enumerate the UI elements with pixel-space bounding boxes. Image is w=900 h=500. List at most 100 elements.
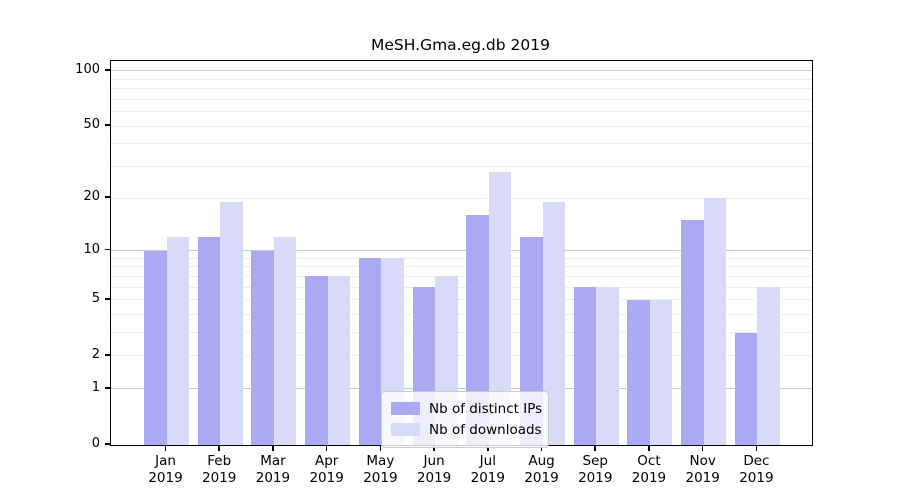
xtick-label-jul: Jul 2019 bbox=[456, 453, 520, 487]
legend-swatch-downloads bbox=[391, 423, 420, 436]
bar-nb-of-downloads-jul bbox=[488, 172, 512, 445]
gridline-minor-20 bbox=[111, 197, 812, 199]
ytick-mark-20 bbox=[105, 196, 110, 198]
ytick-label-20: 20 bbox=[83, 189, 100, 205]
ytick-mark-100 bbox=[105, 69, 110, 71]
xtick-label-feb: Feb 2019 bbox=[187, 453, 251, 487]
bar-nb-of-distinct-ips-jan bbox=[144, 250, 167, 445]
bar-nb-of-distinct-ips-sep bbox=[573, 287, 597, 445]
xtick-mark-sep bbox=[594, 445, 597, 451]
bar-nb-of-distinct-ips-nov bbox=[681, 220, 704, 445]
ytick-mark-50 bbox=[105, 124, 110, 126]
gridline-minor-2 bbox=[111, 355, 812, 357]
xtick-month: Nov bbox=[689, 453, 716, 469]
xtick-label-mar: Mar 2019 bbox=[241, 453, 305, 487]
gridline-minor-6 bbox=[111, 286, 812, 288]
bar-nb-of-distinct-ips-may bbox=[358, 258, 382, 445]
gridline-minor-60 bbox=[111, 111, 812, 113]
ytick-mark-2 bbox=[105, 354, 110, 356]
ytick-label-1: 1 bbox=[91, 379, 100, 395]
legend-label-downloads: Nb of downloads bbox=[429, 421, 542, 438]
gridline-major-100 bbox=[111, 70, 812, 72]
xtick-label-sep: Sep 2019 bbox=[563, 453, 627, 487]
legend-swatch-distinct-ips bbox=[391, 402, 420, 415]
xtick-mark-jul bbox=[487, 445, 489, 451]
gridline-minor-8 bbox=[111, 266, 812, 268]
xtick-year: 2019 bbox=[363, 470, 398, 486]
legend-item-downloads: Nb of downloads bbox=[391, 419, 542, 440]
xtick-month: Jun bbox=[423, 453, 445, 469]
gridline-minor-80 bbox=[111, 88, 812, 90]
legend-label-distinct-ips: Nb of distinct IPs bbox=[429, 400, 543, 417]
bar-nb-of-downloads-aug bbox=[542, 202, 566, 445]
ytick-mark-0 bbox=[105, 443, 110, 445]
xtick-month: Apr bbox=[314, 453, 339, 469]
xtick-month: Mar bbox=[260, 453, 286, 469]
xtick-year: 2019 bbox=[416, 470, 452, 486]
xtick-mark-mar bbox=[272, 445, 274, 451]
xtick-label-may: May 2019 bbox=[348, 453, 412, 487]
gridline-minor-4 bbox=[111, 314, 812, 315]
xtick-label-apr: Apr 2019 bbox=[295, 453, 359, 487]
xtick-month: May bbox=[366, 453, 395, 469]
bar-nb-of-downloads-feb bbox=[220, 202, 243, 445]
ytick-mark-10 bbox=[105, 248, 110, 251]
ytick-label-50: 50 bbox=[83, 117, 100, 133]
xtick-year: 2019 bbox=[578, 470, 613, 486]
xtick-mark-oct bbox=[648, 445, 650, 451]
gridline-minor-9 bbox=[111, 257, 812, 259]
xtick-year: 2019 bbox=[631, 470, 667, 486]
xtick-mark-apr bbox=[325, 445, 328, 451]
gridline-major-1 bbox=[111, 388, 812, 390]
xtick-year: 2019 bbox=[202, 470, 237, 486]
bar-nb-of-distinct-ips-oct bbox=[627, 299, 650, 445]
bar-nb-of-distinct-ips-apr bbox=[305, 276, 328, 445]
xtick-month: Dec bbox=[743, 453, 770, 469]
xtick-label-oct: Oct 2019 bbox=[617, 453, 681, 487]
gridline-major-10 bbox=[111, 250, 812, 252]
legend: Nb of distinct IPs Nb of downloads bbox=[381, 391, 549, 448]
xtick-label-aug: Aug 2019 bbox=[510, 453, 574, 487]
xtick-label-jun: Jun 2019 bbox=[402, 453, 466, 487]
bar-nb-of-downloads-oct bbox=[649, 299, 673, 445]
xtick-month: Aug bbox=[528, 453, 555, 469]
xtick-year: 2019 bbox=[685, 470, 720, 486]
bar-nb-of-downloads-dec bbox=[757, 287, 780, 445]
xtick-mark-dec bbox=[755, 445, 758, 451]
ytick-mark-1 bbox=[105, 387, 110, 389]
xtick-month: Feb bbox=[207, 453, 232, 469]
bar-nb-of-distinct-ips-feb bbox=[197, 237, 221, 445]
ytick-label-100: 100 bbox=[75, 61, 100, 77]
xtick-year: 2019 bbox=[148, 470, 183, 486]
xtick-label-jan: Jan 2019 bbox=[134, 453, 198, 487]
gridline-minor-5 bbox=[111, 299, 812, 301]
ytick-mark-5 bbox=[105, 297, 110, 300]
xtick-year: 2019 bbox=[309, 470, 344, 486]
xtick-year: 2019 bbox=[470, 470, 505, 486]
gridline-minor-3 bbox=[111, 332, 812, 334]
xtick-month: Sep bbox=[582, 453, 608, 469]
xtick-year: 2019 bbox=[255, 470, 291, 486]
bar-nb-of-downloads-nov bbox=[703, 198, 727, 445]
xtick-label-nov: Nov 2019 bbox=[671, 453, 735, 487]
xtick-mark-feb bbox=[218, 445, 220, 451]
xtick-year: 2019 bbox=[524, 470, 559, 486]
legend-item-distinct-ips: Nb of distinct IPs bbox=[391, 398, 542, 419]
bar-nb-of-downloads-jan bbox=[166, 237, 189, 445]
xtick-year: 2019 bbox=[739, 470, 774, 486]
xtick-label-dec: Dec 2019 bbox=[724, 453, 788, 487]
xtick-mark-jan bbox=[164, 445, 167, 451]
xtick-month: Jul bbox=[479, 453, 496, 469]
ytick-label-10: 10 bbox=[83, 241, 100, 257]
gridline-minor-70 bbox=[111, 98, 812, 100]
gridline-minor-90 bbox=[111, 78, 812, 80]
xtick-mark-jun bbox=[433, 445, 435, 451]
gridline-minor-50 bbox=[111, 125, 812, 127]
chart-title: MeSH.Gma.eg.db 2019 bbox=[371, 36, 550, 54]
xtick-mark-aug bbox=[540, 445, 543, 451]
ytick-label-2: 2 bbox=[91, 346, 100, 362]
xtick-month: Oct bbox=[637, 453, 661, 469]
bar-nb-of-downloads-mar bbox=[273, 237, 297, 445]
gridline-minor-30 bbox=[111, 166, 812, 168]
